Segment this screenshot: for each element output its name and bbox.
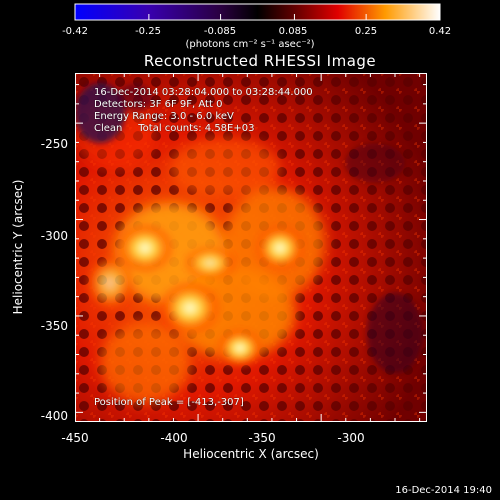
- info-clean-counts: Clean Total counts: 4.58E+03: [94, 123, 255, 134]
- x-tick-label: -400: [160, 431, 188, 445]
- y-axis-label: Heliocentric Y (arcsec): [11, 179, 25, 315]
- info-energy-range: Energy Range: 3.0 - 6.0 keV: [94, 111, 234, 122]
- info-time-range: 16-Dec-2014 03:28:04.000 to 03:28:44.000: [94, 87, 313, 98]
- plot-timestamp: 16-Dec-2014 19:40: [395, 485, 492, 496]
- x-tick-label: -300: [337, 431, 365, 445]
- colorbar-gradient: [74, 3, 441, 21]
- y-tick-label: -400: [40, 409, 68, 423]
- axis-tick-marks: [75, 73, 427, 422]
- y-tick-label: -350: [40, 319, 68, 333]
- colorbar-units: (photons cm⁻² s⁻¹ asec⁻²): [185, 39, 315, 50]
- colorbar-tick: -0.085: [203, 26, 237, 37]
- info-detectors: Detectors: 3F 6F 9F, Att 0: [94, 99, 223, 110]
- x-axis-label: Heliocentric X (arcsec): [183, 447, 319, 461]
- dark-lobes: [75, 83, 423, 373]
- y-tick-label: -250: [40, 137, 68, 151]
- y-tick-label: -300: [40, 229, 68, 243]
- colorbar-tick: 0.085: [278, 26, 308, 37]
- colorbar-tick: -0.42: [62, 26, 88, 37]
- colorbar: -0.42 -0.25 -0.085 0.085 0.25 0.42 (phot…: [0, 0, 500, 60]
- colorbar-tick: -0.25: [135, 26, 161, 37]
- bright-peaks: [84, 222, 306, 368]
- image-title: Reconstructed RHESSI Image: [143, 52, 377, 70]
- colorbar-tick: 0.25: [354, 26, 378, 37]
- colorbar-tick: 0.42: [428, 26, 452, 37]
- x-tick-label: -350: [248, 431, 276, 445]
- x-tick-label: -450: [61, 431, 89, 445]
- rhessi-image: [75, 73, 427, 422]
- peak-position: Position of Peak = [-413,-307]: [94, 397, 244, 408]
- plot-frame: [75, 73, 427, 422]
